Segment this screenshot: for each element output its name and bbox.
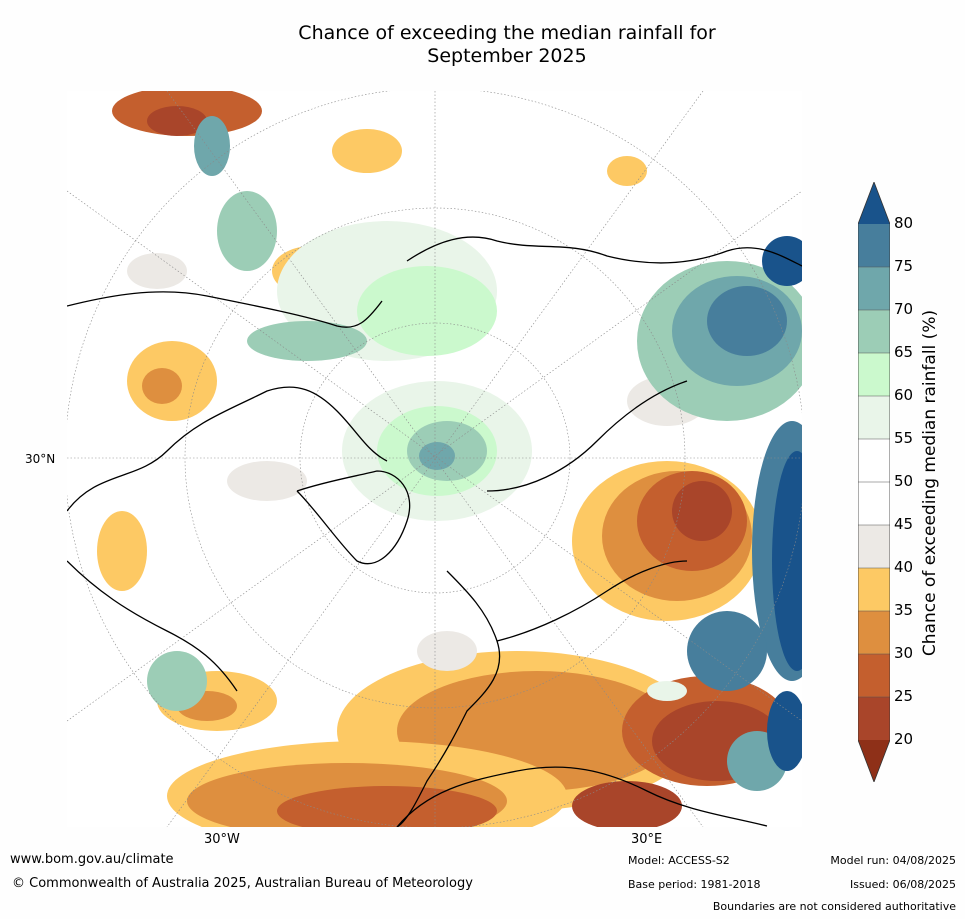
disclaimer-text: Boundaries are not considered authoritat… (712, 900, 956, 913)
colorbar-tick-80: 80 (894, 214, 914, 232)
colorbar-tick-65: 65 (894, 343, 914, 361)
colorbar-overflow-high (858, 182, 890, 224)
colorbar-segment-45-50 (858, 482, 890, 525)
colorbar-tick-20: 20 (894, 730, 914, 748)
colorbar-segment-50-55 (858, 439, 890, 482)
model-run-text: Model run: 04/08/2025 (830, 854, 956, 867)
colorbar-segment-30-35 (858, 611, 890, 654)
dry-regions (97, 91, 792, 827)
colorbar-segment-75-80 (858, 224, 890, 267)
lat-label-30n: 30°N (25, 452, 56, 466)
lon-label-30e: 30°E (631, 832, 663, 847)
colorbar-segment-65-70 (858, 310, 890, 353)
wet-regions (147, 116, 802, 791)
colorbar-segment-55-60 (858, 396, 890, 439)
colorbar-segment-35-40 (858, 568, 890, 611)
rainfall-probability-map (67, 91, 802, 827)
colorbar-segment-70-75 (858, 267, 890, 310)
colorbar-tick-30: 30 (894, 644, 914, 662)
model-text: Model: ACCESS-S2 (628, 854, 730, 867)
graticule (67, 91, 802, 827)
coastlines (67, 236, 802, 827)
colorbar-tick-60: 60 (894, 386, 914, 404)
colorbar-segment-40-45 (858, 525, 890, 568)
lon-label-30w: 30°W (204, 832, 240, 847)
colorbar (858, 182, 890, 782)
copyright-text: © Commonwealth of Australia 2025, Austra… (12, 876, 473, 891)
colorbar-segment-25-30 (858, 654, 890, 697)
colorbar-segment-60-65 (858, 353, 890, 396)
colorbar-tick-75: 75 (894, 257, 914, 275)
title-line-1: Chance of exceeding the median rainfall … (298, 22, 716, 44)
map-title: Chance of exceeding the median rainfall … (67, 22, 947, 68)
colorbar-tick-45: 45 (894, 515, 914, 533)
title-line-2: September 2025 (427, 45, 587, 67)
map-canvas (67, 91, 802, 827)
base-period-text: Base period: 1981-2018 (628, 878, 761, 891)
colorbar-tick-70: 70 (894, 300, 914, 318)
colorbar-tick-25: 25 (894, 687, 914, 705)
colorbar-label: Chance of exceeding median rainfall (%) (920, 309, 940, 657)
colorbar-overflow-low (858, 740, 890, 782)
colorbar-segment-20-25 (858, 697, 890, 740)
website-link[interactable]: www.bom.gov.au/climate (10, 852, 174, 867)
colorbar-tick-55: 55 (894, 429, 914, 447)
issued-text: Issued: 06/08/2025 (849, 878, 956, 891)
colorbar-tick-40: 40 (894, 558, 914, 576)
colorbar-tick-50: 50 (894, 472, 914, 490)
colorbar-tick-35: 35 (894, 601, 914, 619)
